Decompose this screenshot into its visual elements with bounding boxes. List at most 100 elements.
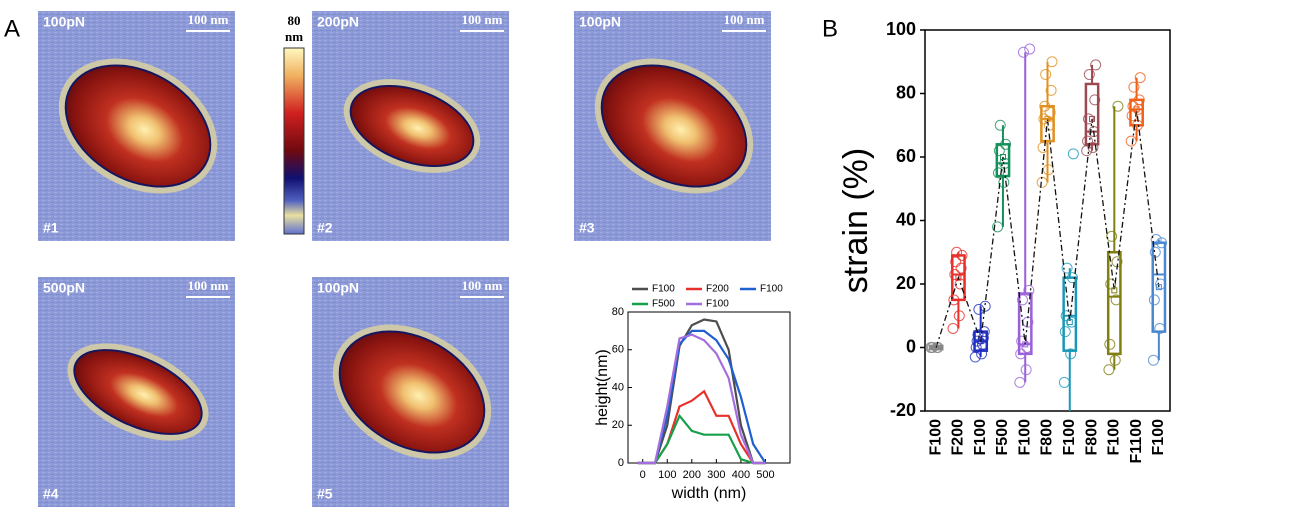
data-point — [953, 310, 965, 322]
force-label: 100pN — [43, 14, 85, 30]
data-point — [1015, 348, 1027, 360]
data-point — [1109, 354, 1121, 366]
data-point — [1023, 284, 1035, 296]
data-point — [1016, 335, 1028, 347]
data-point — [955, 262, 967, 274]
data-point — [1082, 135, 1094, 147]
y-tick-label: 60 — [612, 344, 624, 356]
y-tick-label: -20 — [890, 400, 916, 420]
data-point — [1081, 145, 1093, 157]
colorbar-max: 80 — [288, 13, 301, 28]
force-label: 100pN — [317, 280, 359, 296]
x-tick-label: F800 — [1083, 419, 1100, 456]
y-tick-label: 80 — [896, 82, 916, 102]
data-point — [1112, 100, 1124, 112]
data-point — [1128, 81, 1140, 93]
data-point — [1087, 141, 1099, 153]
colorbar-unit: nm — [285, 29, 303, 44]
legend-label: F100 — [706, 299, 729, 310]
x-tick-label: 200 — [683, 469, 701, 481]
data-point — [1065, 348, 1077, 360]
data-point — [1103, 364, 1115, 376]
data-point — [951, 246, 963, 258]
x-tick-label: 0 — [640, 469, 646, 481]
afm-image: 100pN 100 nm #3 — [574, 11, 771, 241]
legend-label: F100 — [652, 284, 675, 295]
data-point — [1021, 342, 1033, 353]
afm-image: 100pN 100 nm #5 — [312, 277, 509, 507]
x-tick-label: F1100 — [1128, 419, 1145, 464]
x-tick-label: F800 — [1039, 419, 1056, 456]
data-point — [1154, 322, 1166, 334]
data-point — [1039, 100, 1051, 112]
data-point — [1110, 294, 1122, 306]
scale-label: 100 nm — [462, 12, 503, 27]
data-point — [1104, 338, 1116, 350]
data-point — [947, 322, 959, 334]
scale-label: 100 nm — [462, 278, 503, 293]
force-label: 200pN — [317, 14, 359, 30]
data-point — [1150, 234, 1162, 246]
afm-image: 500pN 100 nm #4 — [38, 277, 235, 507]
mean-marker — [1066, 319, 1073, 326]
x-tick-label: 500 — [756, 469, 774, 481]
mean-marker — [1044, 115, 1051, 122]
image-id: #2 — [317, 220, 333, 236]
afm-image: 200pN 100 nm #2 — [312, 11, 509, 241]
data-point — [1082, 113, 1094, 125]
data-point — [993, 145, 1005, 157]
x-tick-label: F200 — [950, 419, 967, 456]
x-tick-label: 400 — [732, 469, 750, 481]
panel-label: B — [822, 15, 838, 42]
data-point — [1125, 135, 1137, 147]
data-point — [1127, 100, 1139, 112]
data-point — [1067, 148, 1079, 160]
x-tick-label: F100 — [927, 419, 944, 456]
image-id: #3 — [579, 220, 595, 236]
x-tick-label: 100 — [658, 469, 676, 481]
scale-label: 100 nm — [188, 278, 229, 293]
afm-image: 100pN 100 nm #1 — [38, 11, 235, 241]
data-point — [1066, 316, 1078, 328]
data-point — [1017, 294, 1029, 306]
data-point — [1024, 43, 1036, 55]
body — [351, 86, 473, 166]
data-point — [949, 268, 961, 280]
mean-marker — [1111, 287, 1118, 294]
data-point — [954, 278, 966, 290]
data-point — [1038, 113, 1050, 125]
y-tick-label: 0 — [618, 457, 624, 469]
box — [1106, 251, 1122, 356]
data-point — [1037, 141, 1049, 153]
data-point — [1147, 354, 1159, 366]
y-tick-label: 20 — [612, 419, 624, 431]
legend-label: F100 — [760, 284, 783, 295]
x-axis-label: width (nm) — [671, 485, 747, 502]
data-point — [1000, 138, 1012, 150]
data-point — [976, 338, 988, 350]
y-axis-label: height(nm) — [594, 349, 611, 425]
legend-label: F500 — [652, 299, 675, 310]
series-line — [637, 318, 766, 465]
data-point — [1148, 294, 1160, 306]
data-point — [1156, 237, 1168, 249]
colorbar-gradient — [283, 47, 305, 235]
x-tick-label: F100 — [1106, 419, 1123, 456]
x-tick-label: F100 — [1016, 419, 1033, 456]
data-point — [973, 303, 985, 315]
data-point — [1061, 262, 1073, 274]
mean-marker — [955, 274, 962, 281]
data-point — [1058, 376, 1070, 388]
data-point — [1090, 59, 1102, 71]
data-point — [1040, 68, 1052, 80]
y-tick-label: 0 — [906, 336, 916, 356]
data-point — [1059, 326, 1071, 338]
data-point — [971, 335, 983, 347]
x-tick-label: 300 — [707, 469, 725, 481]
data-point — [1134, 72, 1146, 84]
y-axis-label: strain (%) — [837, 148, 875, 293]
y-tick-label: 40 — [612, 381, 624, 393]
y-tick-label: 20 — [896, 273, 916, 293]
mean-marker — [1155, 284, 1162, 291]
data-point — [1106, 230, 1118, 242]
